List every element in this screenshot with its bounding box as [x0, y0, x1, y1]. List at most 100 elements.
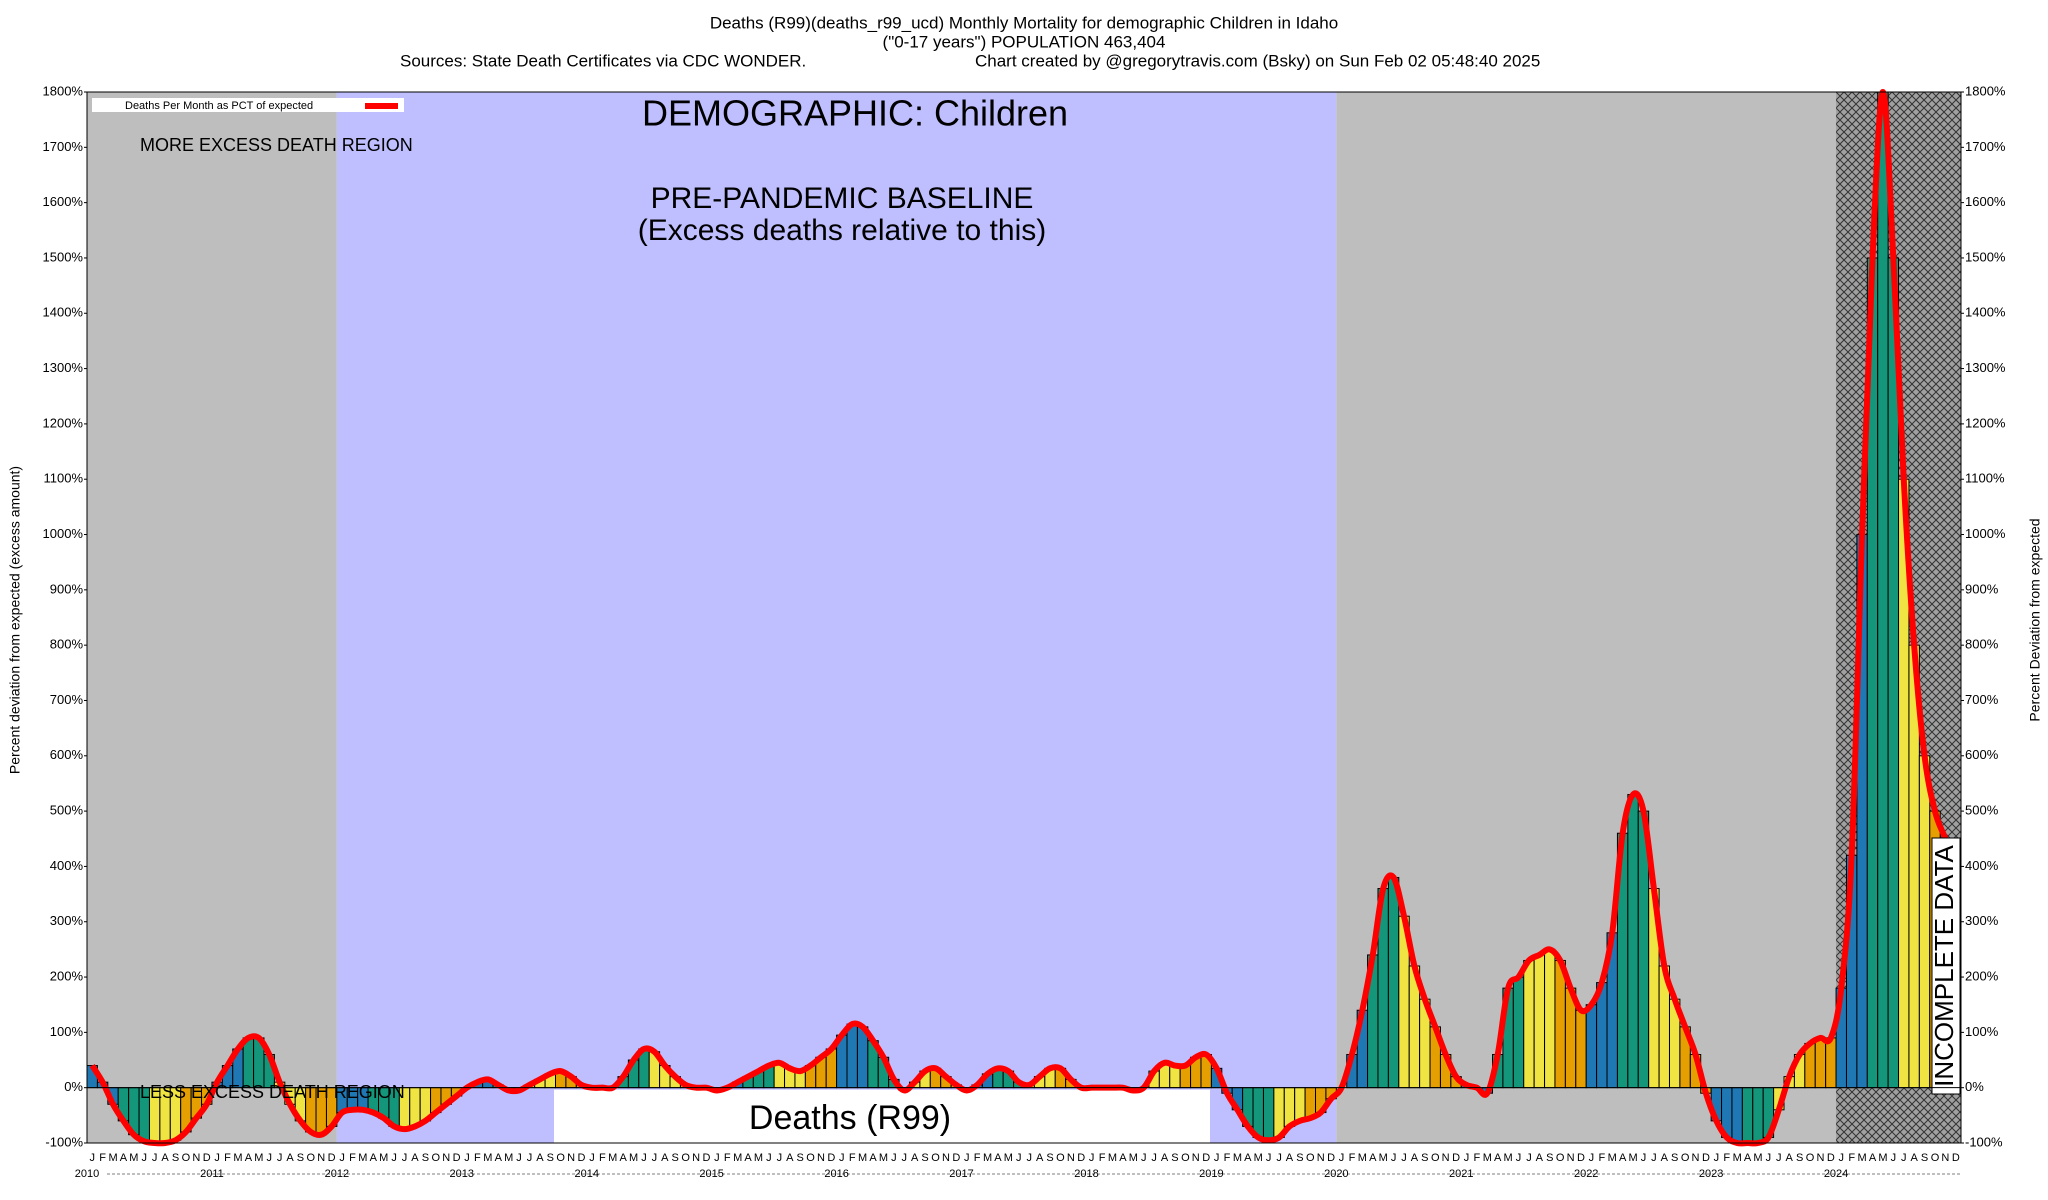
x-tick-label: A [1619, 1152, 1627, 1164]
y2-tick-label: 500% [1965, 803, 1999, 818]
x-tick-label: J [891, 1152, 897, 1164]
incomplete-label: INCOMPLETE DATA [1929, 844, 1959, 1086]
bar [1825, 1037, 1837, 1089]
x-tick-label: O [931, 1152, 940, 1164]
x-tick-label: J [589, 1152, 595, 1164]
y-tick-label: 800% [50, 637, 84, 652]
year-label: 2017 [949, 1168, 973, 1180]
x-tick-label: F [1848, 1152, 1855, 1164]
x-tick-label: A [620, 1152, 628, 1164]
y2-tick-label: 600% [1965, 747, 1999, 762]
source: Sources: State Death Certificates via CD… [400, 51, 806, 70]
x-tick-label: J [142, 1152, 148, 1164]
x-tick-label: J [652, 1152, 658, 1164]
y-tick-label: 200% [50, 968, 84, 983]
y2-tick-label: 200% [1965, 968, 1999, 983]
bar [856, 1026, 869, 1089]
x-tick-label: S [1171, 1152, 1178, 1164]
year-label: 2023 [1699, 1168, 1723, 1180]
y2-tick-label: 1300% [1965, 360, 2006, 375]
x-tick-label: M [1483, 1152, 1492, 1164]
x-tick-label: J [1214, 1152, 1220, 1164]
x-tick-label: F [974, 1152, 981, 1164]
year-label: 2010 [75, 1168, 99, 1180]
x-tick-label: N [1816, 1152, 1824, 1164]
x-tick-label: A [1661, 1152, 1669, 1164]
x-tick-label: J [152, 1152, 158, 1164]
baseline-label: PRE-PANDEMIC BASELINE [651, 182, 1034, 215]
x-tick-label: N [1067, 1152, 1075, 1164]
bar [409, 1087, 421, 1127]
trend-line [89, 89, 1959, 1147]
x-tick-label: S [297, 1152, 304, 1164]
x-tick-label: J [1651, 1152, 1657, 1164]
x-tick-label: O [1806, 1152, 1815, 1164]
y2-tick-label: 1400% [1965, 305, 2006, 320]
region [336, 92, 1337, 1143]
y-tick-label: 1800% [43, 83, 84, 98]
x-tick-label: F [1224, 1152, 1231, 1164]
x-tick-label: M [1233, 1152, 1242, 1164]
x-tick-label: J [1516, 1152, 1522, 1164]
y-tick-label: 1100% [43, 471, 83, 486]
x-tick-label: S [547, 1152, 554, 1164]
x-tick-label: M [1753, 1152, 1762, 1164]
x-tick-label: S [172, 1152, 179, 1164]
bar [1877, 91, 1889, 1089]
y-tick-label: 0% [64, 1079, 83, 1094]
x-tick-label: A [1411, 1152, 1419, 1164]
x-tick-label: M [983, 1152, 992, 1164]
y2-tick-label: 1000% [1965, 526, 2006, 541]
x-tick-label: A [1119, 1152, 1127, 1164]
x-tick-label: A [1536, 1152, 1544, 1164]
x-tick-label: A [1786, 1152, 1794, 1164]
x-tick-label: J [1589, 1152, 1595, 1164]
year-label: 2019 [1199, 1168, 1223, 1180]
x-tick-label: J [527, 1152, 533, 1164]
x-tick-label: A [120, 1152, 128, 1164]
incomplete-box [1931, 837, 1961, 1095]
x-tick-label: M [629, 1152, 638, 1164]
x-tick-label: D [1577, 1152, 1585, 1164]
y2-tick-label: 400% [1965, 858, 1999, 873]
x-tick-label: A [786, 1152, 794, 1164]
bar [1283, 1087, 1296, 1127]
x-tick-label: M [1004, 1152, 1013, 1164]
y-tick-label: 300% [50, 913, 84, 928]
x-tick-label: M [1358, 1152, 1367, 1164]
y-tick-label: 1500% [43, 249, 84, 264]
x-tick-label: J [89, 1152, 95, 1164]
x-tick-label: A [536, 1152, 544, 1164]
x-tick-label: N [1192, 1152, 1200, 1164]
x-tick-label: A [1744, 1152, 1752, 1164]
x-tick-label: S [1546, 1152, 1553, 1164]
y-tick-label: 1300% [43, 360, 84, 375]
x-tick-label: F [1349, 1152, 1356, 1164]
x-tick-label: N [942, 1152, 950, 1164]
y2-tick-label: 100% [1965, 1024, 1999, 1039]
x-tick-label: M [483, 1152, 492, 1164]
y2-tick-label: 1100% [1965, 471, 2005, 486]
year-label: 2016 [824, 1168, 848, 1180]
x-tick-label: J [1026, 1152, 1032, 1164]
year-label: 2021 [1449, 1168, 1473, 1180]
y2-axis-label: Percent Deviation from expected [2027, 518, 2043, 721]
x-tick-label: F [474, 1152, 481, 1164]
x-tick-label: D [1077, 1152, 1085, 1164]
x-tick-label: N [817, 1152, 825, 1164]
x-tick-label: N [692, 1152, 700, 1164]
x-tick-label: J [464, 1152, 470, 1164]
bar [242, 1037, 255, 1089]
x-tick-label: M [379, 1152, 388, 1164]
baseline-note: (Excess deaths relative to this) [638, 214, 1047, 247]
x-tick-label: J [964, 1152, 970, 1164]
x-tick-label: A [370, 1152, 378, 1164]
bar [1554, 959, 1566, 1089]
y2-tick-label: 0% [1965, 1079, 1984, 1094]
x-tick-label: F [349, 1152, 356, 1164]
x-tick-label: M [129, 1152, 138, 1164]
x-tick-label: F [1723, 1152, 1730, 1164]
bar [1575, 1009, 1587, 1089]
